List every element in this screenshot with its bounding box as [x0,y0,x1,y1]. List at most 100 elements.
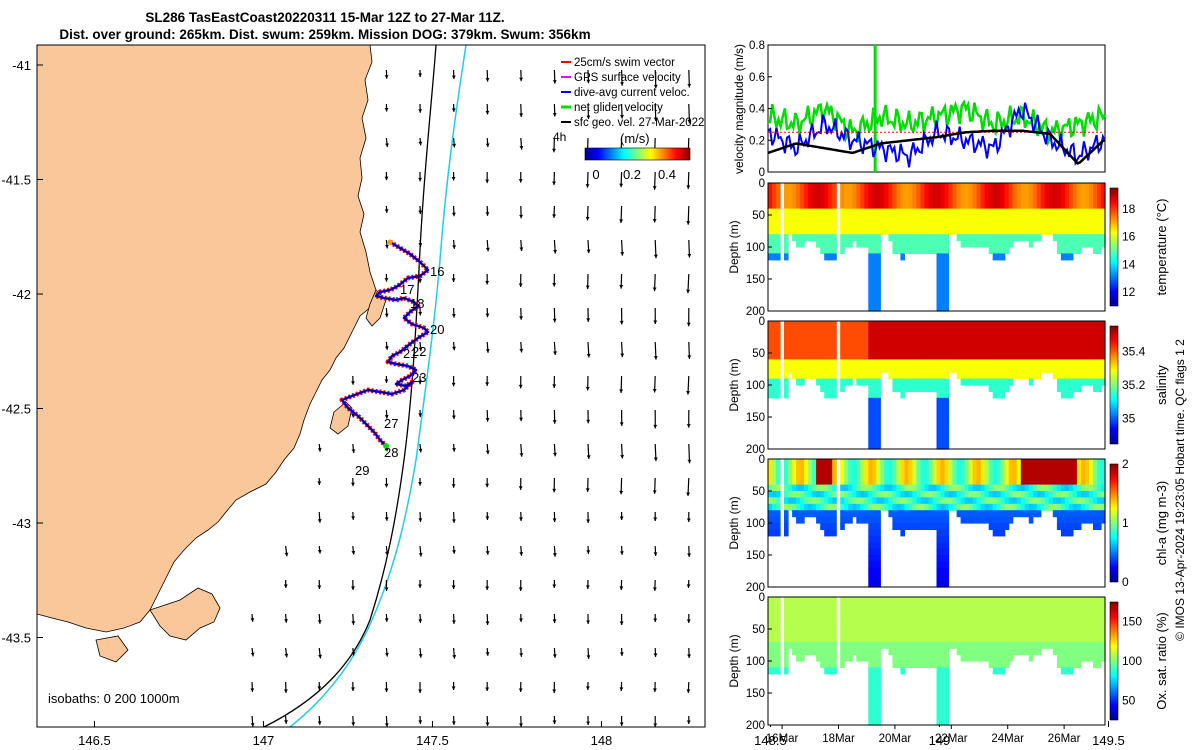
velocity-arrow-head [384,415,389,419]
section-cell [920,497,926,505]
velocity-arrow-head [452,654,457,659]
section-cell [1004,523,1010,530]
section-cell [788,183,793,190]
section-cell [996,365,1002,373]
velocity-arrow-head [418,482,422,486]
section-cell [924,353,930,360]
section-cell [1004,227,1010,235]
section-cell [900,597,905,604]
section-cell [792,471,797,479]
section-cell [964,503,970,511]
section-cell [832,654,837,662]
section-cell [868,404,873,412]
section-cell [1097,661,1102,668]
section-cell [1060,385,1066,392]
section-cell [824,648,829,656]
section-cell [888,372,893,380]
section-cell [932,622,938,630]
section-cell [1080,648,1086,656]
section-cell [856,215,861,222]
section-cell [1064,616,1070,624]
section-cell [768,327,773,335]
depth-tick-label-2: 100 [746,518,765,530]
section-cell [996,240,1002,248]
section-cell [872,298,877,306]
section-cell [984,641,990,649]
section-cell [1076,603,1082,611]
section-cell [1000,208,1006,216]
velocity-arrow-head [620,353,625,358]
section-cell [784,529,789,537]
section-cell [904,247,909,254]
section-cell [1048,202,1054,210]
section-cell [1080,497,1086,505]
section-cell [992,183,998,190]
section-cell [956,365,962,373]
section-cell [992,478,998,486]
section-cell [912,484,917,492]
section-cell [924,234,930,242]
section-cell [904,622,909,630]
section-cell [976,629,982,636]
section-cell [1004,333,1010,341]
section-cell [1072,491,1078,498]
velocity-arrow-head [686,221,691,225]
section-cell [940,629,946,636]
section-cell [956,497,962,505]
velocity-arrow-head [519,618,523,622]
section-cell [876,285,881,293]
section-cell [948,202,954,210]
section-cell [864,189,869,197]
section-cell [976,603,982,611]
section-cell [808,510,813,518]
section-cell [788,497,793,505]
section-cell [868,253,873,261]
section-cell [968,378,974,386]
section-cell [804,234,809,242]
section-cell [924,523,930,530]
section-cell [972,484,978,492]
section-cell [892,471,897,479]
section-cell [812,616,817,624]
section-cell [900,221,905,229]
section-cell [964,195,970,203]
section-cell [1012,372,1018,380]
section-cell [1080,465,1086,473]
section-cell [860,616,865,624]
section-cell [820,208,825,216]
velocity-y-tick-label-4: 0.8 [749,40,765,52]
section-cell [808,641,813,649]
section-cell [964,365,970,373]
section-cell [868,535,873,543]
section-cell [912,510,917,518]
section-cell [860,471,865,479]
velocity-arrow-head [385,244,389,249]
section-cell [1012,465,1018,473]
section-cell [880,629,885,636]
velocity-arrow-head [619,551,624,555]
section-cell [808,503,813,511]
section-cell [980,491,986,498]
section-cell [904,365,909,373]
section-cell [812,202,817,210]
section-cell [940,654,946,662]
section-cell [868,478,873,486]
section-cell [932,635,938,643]
section-cell [784,603,789,611]
section-cell [788,346,793,354]
section-cell [816,459,821,466]
section-cell [868,616,873,624]
section-cell [884,333,889,341]
section-cell [1060,635,1066,643]
section-cell [964,459,970,466]
section-cell [948,484,954,492]
section-cell [776,327,781,335]
section-cell [844,321,849,328]
section-cell [848,208,853,216]
time-tick-label-2: 20Mar [879,733,912,745]
section-cell [948,227,954,235]
section-cell [996,648,1002,656]
section-cell [1028,365,1034,373]
section-cell [768,667,773,675]
section-cell [1056,183,1062,190]
